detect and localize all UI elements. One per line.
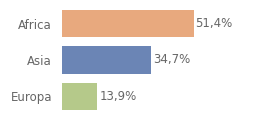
Bar <box>62 83 97 110</box>
Text: 34,7%: 34,7% <box>153 54 190 66</box>
Bar <box>62 10 193 37</box>
Text: 13,9%: 13,9% <box>99 90 137 103</box>
Bar <box>62 46 151 74</box>
Text: 51,4%: 51,4% <box>195 17 233 30</box>
